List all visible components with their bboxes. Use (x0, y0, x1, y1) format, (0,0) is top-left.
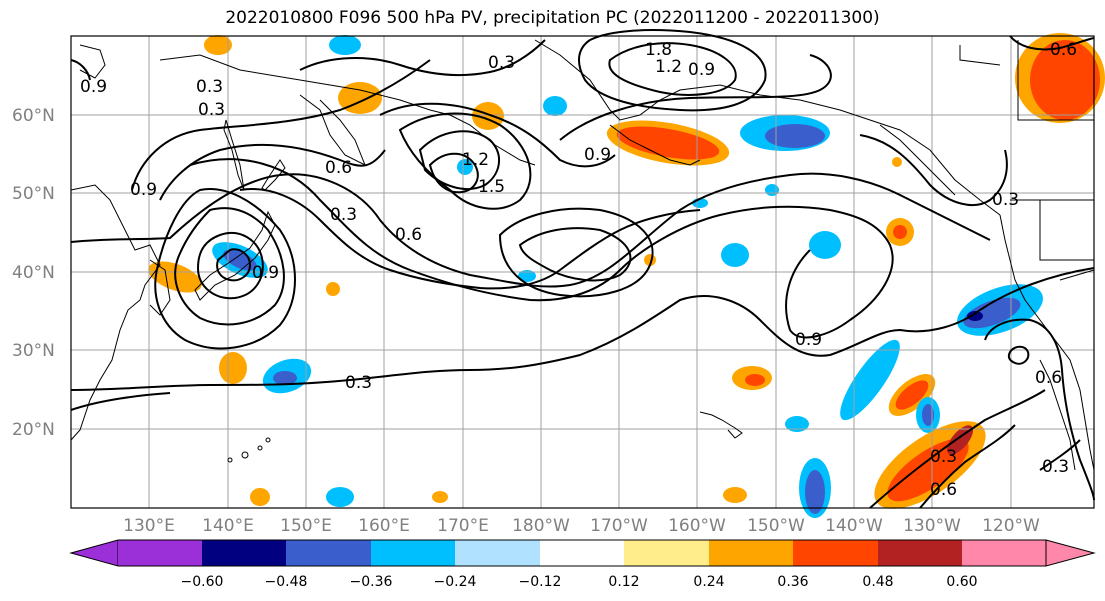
colorbar-tick-label: 0.24 (693, 574, 724, 590)
lon-label: 130°E (123, 516, 175, 536)
contour-label: 0.9 (80, 77, 107, 97)
lon-label: 170°W (590, 516, 648, 536)
contour-label: 0.6 (325, 158, 352, 178)
colorbar-segment (202, 540, 286, 566)
contour-label: 1.2 (462, 150, 489, 170)
pv-contours (70, 29, 1095, 509)
colorbar-tick-label: 0.12 (608, 574, 639, 590)
colorbar-segment (371, 540, 455, 566)
colorbar: −0.60 −0.48 −0.36 −0.24 −0.12 0.12 0.24 … (69, 539, 1096, 590)
colorbar-segment (455, 540, 540, 566)
contour-label: 0.9 (584, 145, 611, 165)
lon-label: 150°W (747, 516, 805, 536)
lat-label: 60°N (12, 106, 55, 126)
contour-label: 0.3 (930, 447, 957, 467)
contour-label: 1.2 (655, 57, 682, 77)
contour-label: 1.5 (478, 177, 505, 197)
contour-label: 0.6 (930, 480, 957, 500)
colorbar-tick-label: −0.12 (519, 574, 562, 590)
colorbar-tick-label: 0.36 (777, 574, 808, 590)
precipitation-shading (148, 33, 1105, 518)
latitude-labels: 60°N 50°N 40°N 30°N 20°N (12, 106, 55, 440)
lon-label: 150°E (280, 516, 332, 536)
colorbar-tick-label: −0.60 (181, 574, 224, 590)
colorbar-extend-high (1045, 539, 1096, 567)
contour-label: 0.3 (1042, 457, 1069, 477)
lon-label: 140°E (202, 516, 254, 536)
contour-label: 0.3 (992, 190, 1019, 210)
lon-label: 160°E (358, 516, 410, 536)
contour-label: 0.6 (395, 225, 422, 245)
lon-label: 180°W (512, 516, 570, 536)
map-frame (70, 35, 1095, 509)
colorbar-tick-label: −0.24 (434, 574, 477, 590)
colorbar-tick-label: −0.36 (350, 574, 393, 590)
colorbar-segment (793, 540, 878, 566)
lat-label: 30°N (12, 341, 55, 361)
contour-label: 0.3 (198, 100, 225, 120)
contour-label: 0.3 (330, 205, 357, 225)
colorbar-tick-label: 0.60 (946, 574, 977, 590)
longitude-labels: 130°E 140°E 150°E 160°E 170°E 180°W 170°… (123, 516, 1040, 536)
graticule (71, 36, 1094, 508)
contour-labels: 0.3 0.9 1.8 1.2 0.9 0.3 0.6 1.2 1.5 0.9 … (80, 40, 1077, 500)
contour-label: 0.3 (345, 373, 372, 393)
contour-label: 0.6 (1050, 40, 1077, 60)
contour-label: 0.9 (795, 330, 822, 350)
contour-label: 0.9 (688, 60, 715, 80)
lon-label: 170°E (437, 516, 489, 536)
contour-label: 0.3 (488, 53, 515, 73)
colorbar-segment (118, 540, 202, 566)
colorbar-tick-label: −0.48 (265, 574, 308, 590)
colorbar-segment (624, 540, 709, 566)
colorbar-segment (962, 540, 1046, 566)
map-title: 2022010800 F096 500 hPa PV, precipitatio… (225, 8, 880, 28)
lon-label: 140°W (825, 516, 883, 536)
lat-label: 50°N (12, 184, 55, 204)
coastlines (70, 39, 1095, 471)
lon-label: 160°W (668, 516, 726, 536)
contour-label: 0.6 (1035, 368, 1062, 388)
colorbar-segment (286, 540, 371, 566)
contour-label: 0.9 (252, 263, 279, 283)
colorbar-segment (540, 540, 624, 566)
lon-label: 130°W (903, 516, 961, 536)
contour-label: 0.3 (196, 77, 223, 97)
lat-label: 40°N (12, 263, 55, 283)
lon-label: 120°W (982, 516, 1040, 536)
contour-label: 1.8 (645, 40, 672, 60)
colorbar-tick-label: 0.48 (862, 574, 893, 590)
colorbar-segment (709, 540, 793, 566)
contour-label: 0.9 (130, 180, 157, 200)
colorbar-extend-low (69, 539, 119, 567)
colorbar-segment (878, 540, 962, 566)
lat-label: 20°N (12, 420, 55, 440)
